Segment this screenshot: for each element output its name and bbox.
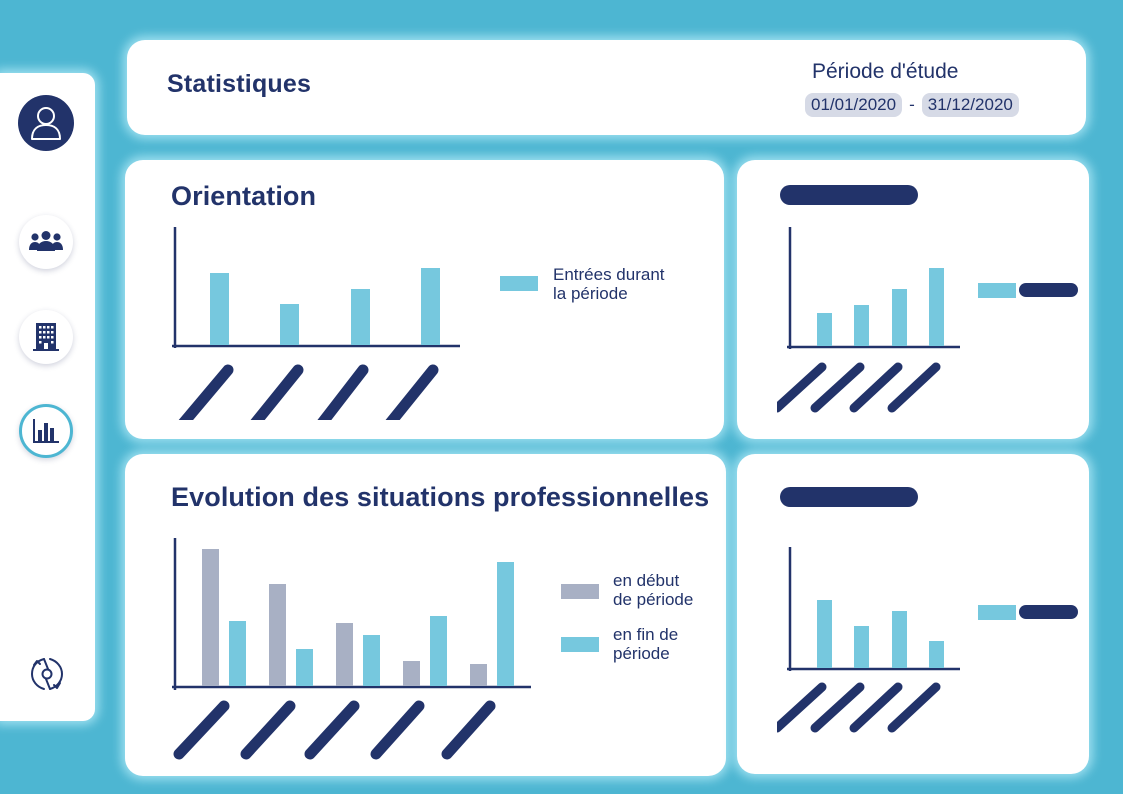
date-separator: - [909,95,915,114]
orientation-chart [172,227,460,420]
header-panel: Statistiques Période d'étude 01/01/2020 … [127,40,1086,135]
sidebar-item-organisations[interactable] [19,310,73,364]
sidebar-item-groups[interactable] [19,215,73,269]
small-chart-bottom [777,547,960,733]
evolution-title: Evolution des situations professionnelle… [171,482,710,512]
legend-swatch-placeholder [978,605,1016,620]
period-label: Période d'étude [812,60,959,83]
legend-label-start: en début de période [613,571,694,609]
users-group-icon [29,231,63,251]
page-title: Statistiques [167,70,312,98]
sync-icon [31,658,63,690]
title-placeholder [780,487,918,507]
user-icon [31,107,61,140]
legend-swatch-start [561,584,599,599]
date-start-chip[interactable]: 01/01/2020 [805,93,903,117]
small-chart-card-top [737,160,1089,439]
title-placeholder [780,185,918,205]
orientation-card: Orientation Entrées durant la période [125,160,724,439]
date-range: 01/01/2020 - 31/12/2020 [805,93,1019,117]
small-chart-top [777,227,960,413]
sidebar-item-statistics[interactable] [19,404,73,458]
legend-swatch-end [561,637,599,652]
bar-chart-icon [33,419,59,443]
legend-label-end: en fin de période [613,625,679,663]
evolution-card: Evolution des situations professionnelle… [125,454,726,776]
sidebar-item-profile[interactable] [18,95,74,151]
sync-button[interactable] [20,647,74,701]
legend-label-entries: Entrées durant la période [553,265,665,303]
legend-label-placeholder [1019,283,1078,297]
sidebar [0,73,95,721]
legend-swatch-placeholder [978,283,1016,298]
legend-label-placeholder [1019,605,1078,619]
orientation-title: Orientation [171,181,317,211]
date-end-chip[interactable]: 31/12/2020 [921,93,1019,117]
small-chart-card-bottom [737,454,1089,774]
evolution-chart [172,538,531,760]
legend-swatch-entries [500,276,538,291]
building-icon [33,323,59,351]
